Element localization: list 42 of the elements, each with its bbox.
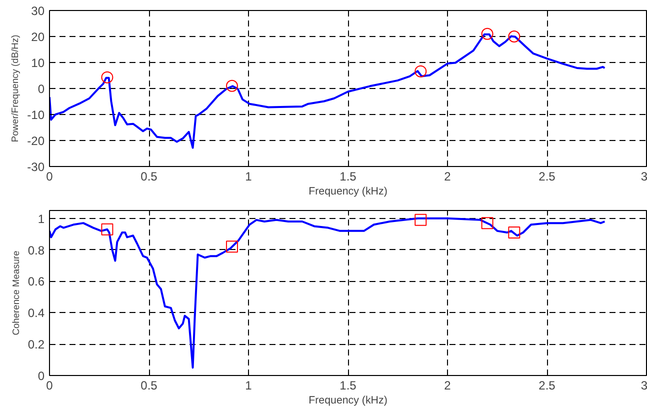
- x-tick-label: 0: [46, 170, 54, 184]
- point: [508, 226, 520, 238]
- point: [481, 28, 494, 40]
- x-tick-label: 0: [46, 378, 54, 392]
- x-tick-label: 0.5: [140, 170, 158, 184]
- y-axis-title: Power/Frequency (dB/Hz): [10, 34, 20, 142]
- x-axis-title: Frequency (kHz): [308, 186, 388, 198]
- point: [226, 240, 238, 253]
- x-tick-label: 3: [640, 378, 647, 392]
- x-tick-label: 1.5: [340, 170, 357, 184]
- y-tick-label: 0: [38, 82, 45, 96]
- y-tick-label: -30: [27, 160, 45, 174]
- y-tick-label: 0.2: [28, 338, 45, 352]
- line-series: [50, 33, 606, 149]
- x-tick-label: 1: [245, 170, 252, 184]
- y-tick-label: 20: [31, 30, 45, 44]
- y-tick-label: 1: [38, 212, 45, 226]
- y-tick-label: 10: [31, 56, 45, 70]
- point: [508, 30, 520, 42]
- x-tick-label: 0.5: [140, 378, 158, 392]
- point: [414, 214, 427, 226]
- point: [414, 65, 427, 78]
- point: [226, 80, 238, 92]
- x-tick-label: 1.5: [340, 378, 357, 392]
- point: [101, 71, 114, 84]
- x-tick-label: 2.5: [538, 170, 556, 184]
- x-tick-label: 3: [640, 170, 647, 184]
- x-tick-label: 1: [245, 378, 252, 392]
- x-axis-title: Frequency (kHz): [308, 394, 388, 406]
- point: [481, 217, 494, 230]
- y-tick-label: -10: [27, 108, 45, 122]
- point: [101, 223, 114, 236]
- y-tick-label: 0.8: [28, 243, 45, 258]
- x-tick-label: 2.5: [538, 378, 556, 392]
- y-axis-title: Coherence Measure: [10, 250, 21, 336]
- y-tick-label: 30: [31, 4, 45, 18]
- y-tick-label: 0.4: [28, 306, 45, 320]
- y-tick-label: 0: [38, 369, 45, 383]
- y-tick-label: -20: [27, 134, 45, 148]
- x-tick-label: 2: [444, 170, 452, 184]
- x-tick-label: 2: [444, 378, 452, 392]
- y-tick-label: 0.6: [28, 274, 45, 289]
